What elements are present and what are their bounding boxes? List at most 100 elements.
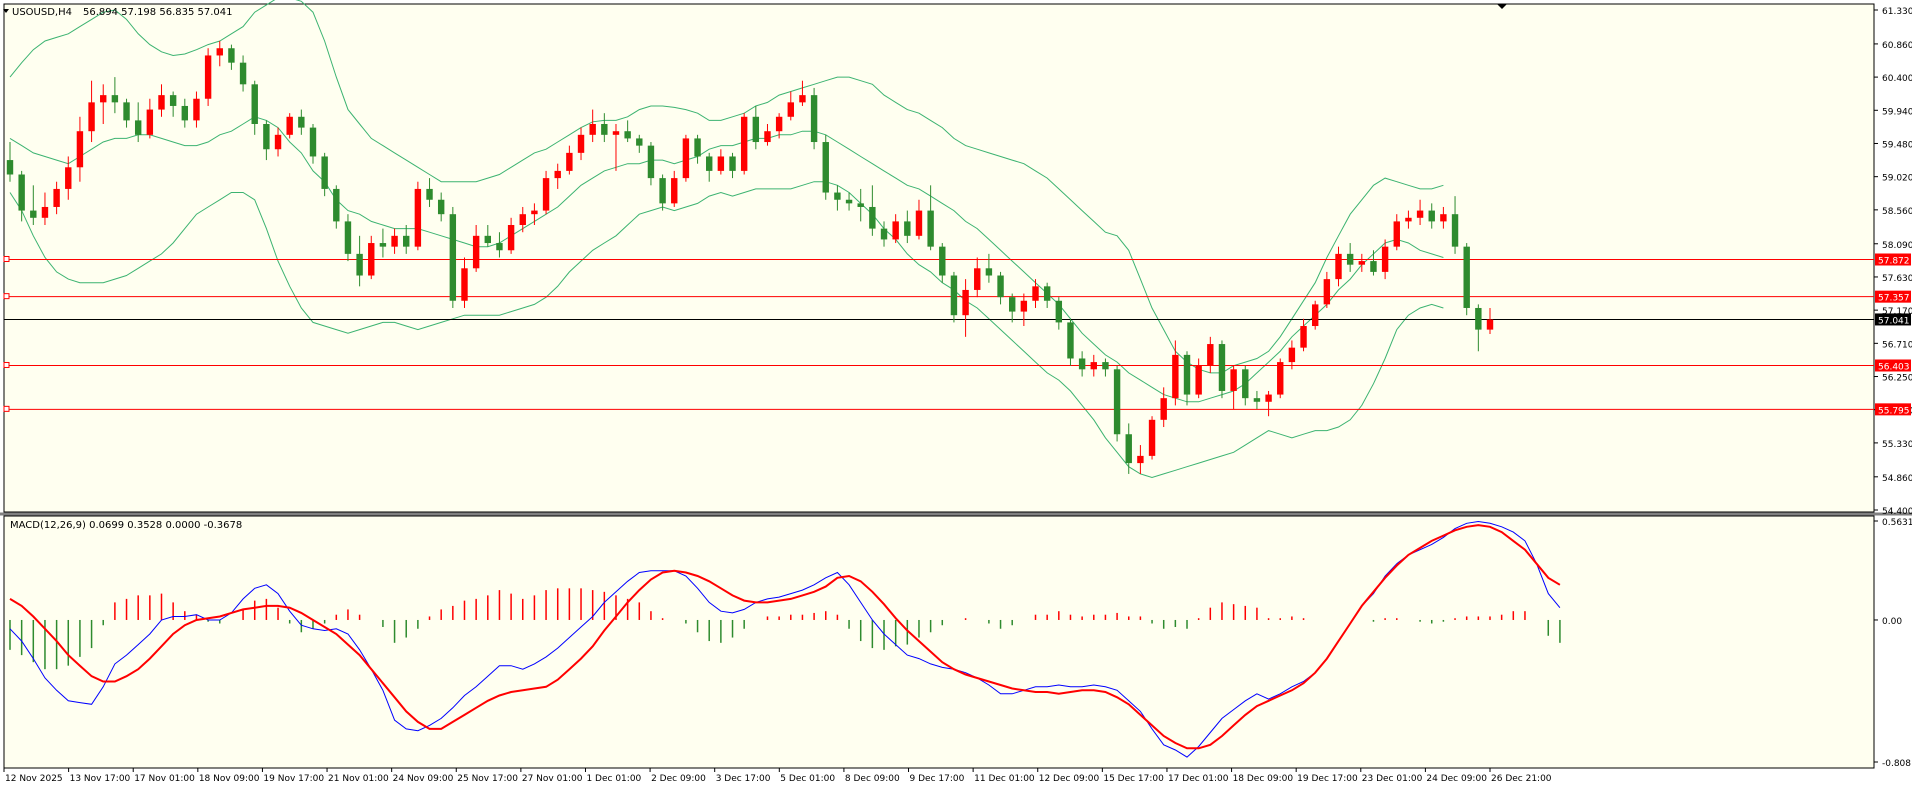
candle bbox=[869, 185, 876, 236]
macd-tick-label: 0.00 bbox=[1882, 617, 1902, 627]
x-tick-label: 5 Dec 01:00 bbox=[780, 774, 835, 784]
candle-body bbox=[263, 123, 270, 150]
candle bbox=[1148, 416, 1156, 460]
candle-body bbox=[845, 199, 853, 204]
candle bbox=[1393, 214, 1400, 251]
candle-body bbox=[962, 289, 969, 316]
candle bbox=[566, 145, 573, 175]
candle-body bbox=[1288, 347, 1296, 363]
candle bbox=[309, 123, 317, 164]
candle bbox=[775, 113, 783, 139]
candle-body bbox=[589, 123, 596, 135]
candle-body bbox=[706, 156, 713, 171]
candle bbox=[1323, 271, 1331, 308]
level-handle-icon[interactable] bbox=[3, 405, 10, 412]
candle bbox=[461, 257, 468, 308]
symbol-label: USOUSD,H4 bbox=[12, 7, 72, 18]
candle-body bbox=[309, 127, 317, 157]
candle-body bbox=[1043, 286, 1051, 301]
candle-body bbox=[123, 102, 130, 121]
candle-body bbox=[531, 210, 538, 215]
band-middle-line bbox=[9, 116, 1444, 403]
candle-body bbox=[88, 102, 95, 132]
x-tick-label: 19 Dec 17:00 bbox=[1297, 774, 1358, 784]
candle bbox=[1358, 253, 1366, 272]
candle bbox=[694, 134, 701, 164]
candle-body bbox=[1207, 344, 1214, 366]
candle-body bbox=[1475, 307, 1482, 330]
chart-shift-icon[interactable] bbox=[1497, 4, 1507, 9]
candle-body bbox=[1230, 369, 1237, 391]
candle bbox=[181, 98, 189, 128]
level-handle-icon[interactable] bbox=[3, 361, 10, 368]
candle-body bbox=[449, 214, 457, 301]
candle-body bbox=[1346, 253, 1354, 265]
x-tick-label: 9 Dec 17:00 bbox=[910, 774, 965, 784]
candle bbox=[1253, 390, 1261, 409]
candle-body bbox=[6, 160, 14, 175]
candle-body bbox=[671, 178, 678, 204]
band-lower-line bbox=[9, 181, 1444, 479]
candle bbox=[554, 163, 561, 189]
axis-layer: 61.330 60.860 60.400 59.940 59.480 59.020 58.5… bbox=[3, 7, 1912, 784]
candle bbox=[472, 225, 480, 272]
y-tick-label: 58.560 bbox=[1882, 207, 1912, 217]
y-tick-label: 57.170 bbox=[1882, 307, 1912, 317]
candle-body bbox=[507, 225, 515, 251]
x-tick-label: 3 Dec 17:00 bbox=[716, 774, 771, 784]
candle bbox=[30, 185, 37, 226]
candle bbox=[437, 192, 445, 222]
candle-body bbox=[1160, 398, 1167, 420]
candle bbox=[636, 134, 643, 153]
y-tick-label: 56.250 bbox=[1882, 374, 1912, 384]
candle-body bbox=[1440, 214, 1447, 222]
candle bbox=[41, 192, 49, 226]
candle bbox=[740, 113, 748, 175]
candle-body bbox=[892, 221, 899, 240]
candle bbox=[997, 271, 1004, 305]
candle-body bbox=[111, 95, 119, 103]
candle-body bbox=[333, 188, 340, 222]
candle-body bbox=[18, 174, 25, 211]
candle-body bbox=[1067, 322, 1074, 359]
x-tick-label: 18 Nov 09:00 bbox=[199, 774, 260, 784]
x-tick-label: 2 Dec 09:00 bbox=[651, 774, 706, 784]
candle bbox=[1370, 250, 1377, 276]
candle bbox=[647, 142, 655, 186]
candle bbox=[729, 152, 736, 179]
level-handle-icon[interactable] bbox=[3, 255, 10, 262]
candle bbox=[845, 192, 853, 211]
candle bbox=[1277, 358, 1284, 399]
candle-body bbox=[717, 156, 725, 171]
x-tick-label: 24 Nov 09:00 bbox=[393, 774, 454, 784]
candle-body bbox=[1463, 246, 1470, 308]
band-upper-line bbox=[9, 0, 1444, 374]
candle-body bbox=[519, 214, 526, 226]
candle-body bbox=[1172, 354, 1179, 399]
candle-body bbox=[834, 192, 841, 200]
candle-body bbox=[927, 210, 934, 247]
level-handle-icon[interactable] bbox=[3, 293, 10, 300]
candle-body bbox=[437, 199, 445, 215]
candle-body bbox=[542, 178, 550, 211]
candle bbox=[449, 206, 457, 308]
candle bbox=[1300, 318, 1307, 352]
symbol-dropdown-icon[interactable] bbox=[3, 9, 9, 13]
candle-body bbox=[496, 243, 503, 251]
macd-plot-area bbox=[3, 515, 1875, 769]
candle bbox=[391, 228, 398, 254]
candle-body bbox=[1277, 362, 1284, 395]
candle bbox=[1043, 282, 1051, 308]
candle-body bbox=[1428, 210, 1435, 222]
candle-body bbox=[1032, 286, 1039, 301]
candle bbox=[1125, 423, 1132, 474]
candle bbox=[939, 243, 946, 283]
candle-body bbox=[169, 95, 177, 106]
candle bbox=[577, 127, 585, 161]
y-tick-label: 55.330 bbox=[1882, 440, 1912, 450]
candle bbox=[962, 279, 969, 337]
candle bbox=[1405, 210, 1412, 229]
candle-body bbox=[228, 48, 235, 63]
x-tick-label: 26 Dec 21:00 bbox=[1491, 774, 1552, 784]
x-tick-label: 17 Nov 01:00 bbox=[134, 774, 195, 784]
